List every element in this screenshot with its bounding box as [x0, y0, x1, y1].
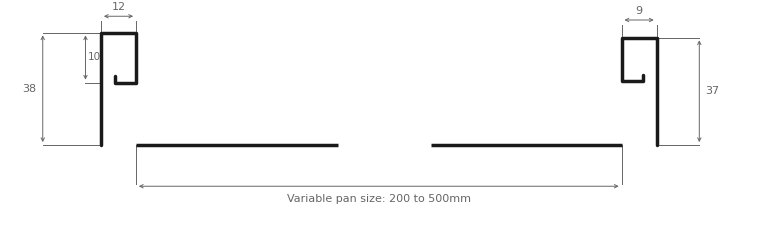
Text: 38: 38: [23, 84, 37, 94]
Text: 37: 37: [706, 86, 720, 96]
Text: 12: 12: [111, 2, 126, 12]
Text: 10: 10: [88, 52, 101, 62]
Text: Variable pan size: 200 to 500mm: Variable pan size: 200 to 500mm: [287, 194, 471, 204]
Text: 9: 9: [636, 6, 643, 16]
